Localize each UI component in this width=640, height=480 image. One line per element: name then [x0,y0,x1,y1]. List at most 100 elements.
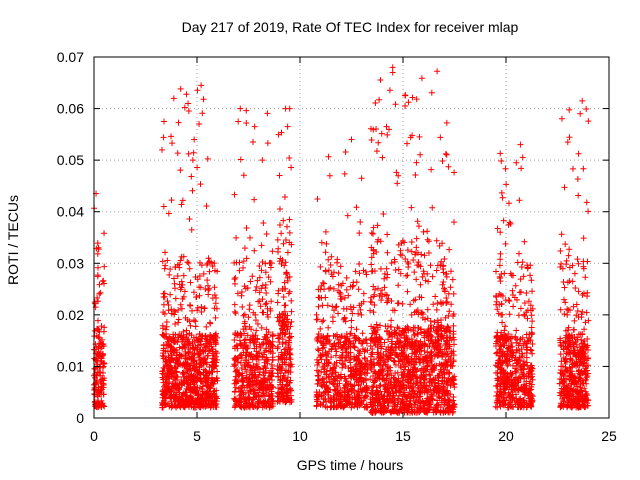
data-point [428,391,435,398]
data-point [360,397,367,404]
data-point [268,377,275,384]
data-point [177,351,184,358]
data-point [346,357,353,364]
data-point [200,366,207,373]
data-point [209,355,216,362]
y-tick-label: 0.07 [57,49,84,65]
data-point [450,322,457,329]
data-point [188,387,195,394]
data-point [505,200,512,207]
data-point [446,334,453,341]
data-point [494,225,501,232]
data-point [243,119,250,126]
data-point [280,398,287,405]
data-point [171,275,178,282]
data-point [356,270,363,277]
data-point [201,389,208,396]
data-point [245,393,252,400]
data-point [319,279,326,286]
data-point [282,339,289,346]
data-point [384,356,391,363]
data-point [413,96,420,103]
data-point [570,374,577,381]
data-point [276,206,283,213]
data-point [368,230,375,237]
data-point [205,255,212,262]
data-point [281,279,288,286]
data-point [243,225,250,232]
data-point [385,295,392,302]
data-point [265,398,272,405]
data-point [250,396,257,403]
data-point [439,349,446,356]
data-point [240,172,247,179]
data-point [439,281,446,288]
data-point [410,297,417,304]
data-point [349,395,356,402]
data-point [250,333,257,340]
data-point [412,393,419,400]
data-point [287,369,294,376]
data-point [447,382,454,389]
data-point [264,376,271,383]
data-point [575,150,582,157]
data-point [564,139,571,146]
data-point [432,293,439,300]
data-point [422,354,429,361]
data-point [362,360,369,367]
data-point [562,299,569,306]
data-point [357,306,364,313]
data-point [353,377,360,384]
data-point [179,197,186,204]
data-point [235,385,242,392]
data-point [281,194,288,201]
data-point [518,385,525,392]
data-point [423,363,430,370]
data-point [579,97,586,104]
data-point [177,301,184,308]
data-point [329,380,336,387]
data-point [575,397,582,404]
data-point [417,281,424,288]
data-point [163,330,170,337]
data-point [435,352,442,359]
data-point [279,286,286,293]
data-point [341,170,348,177]
data-point [333,331,340,338]
data-point [383,377,390,384]
data-point [518,353,525,360]
data-point [363,271,370,278]
data-point [427,386,434,393]
data-point [416,355,423,362]
data-point [258,324,265,331]
data-point [203,202,210,209]
data-point [393,169,400,176]
data-point [383,292,390,299]
data-point [170,95,177,102]
data-point [213,359,220,366]
data-point [269,398,276,405]
data-point [242,352,249,359]
data-point [314,380,321,387]
data-point [315,368,322,375]
data-point [573,312,580,319]
data-point [572,285,579,292]
data-point [323,371,330,378]
data-point [394,334,401,341]
data-point [242,366,249,373]
data-point [581,360,588,367]
x-tick-label: 20 [498,428,514,444]
data-point [367,343,374,350]
data-point [348,306,355,313]
data-point [438,258,445,265]
data-point [450,357,457,364]
data-point [373,126,380,133]
data-point [170,369,177,376]
data-point [517,289,524,296]
data-point [443,273,450,280]
data-point [440,408,447,415]
data-point [237,341,244,348]
data-point [355,388,362,395]
